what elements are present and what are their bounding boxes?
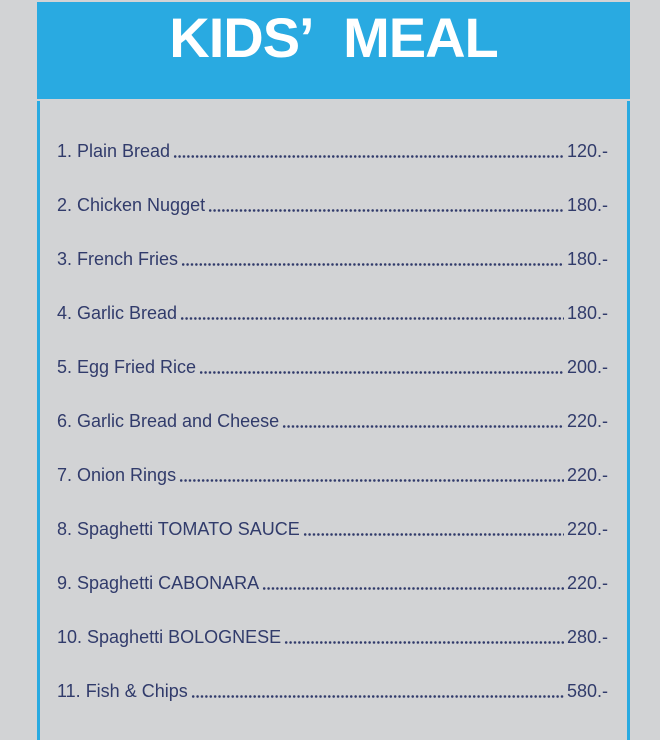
menu-item-name: 6. Garlic Bread and Cheese: [57, 410, 280, 431]
menu-item-row: 1. Plain Bread 120.-: [57, 124, 608, 178]
menu-item-price: 180.-: [566, 302, 608, 323]
dotted-leader: [190, 680, 565, 702]
dotted-leader: [281, 410, 565, 432]
menu-item-name: 4. Garlic Bread: [57, 302, 178, 323]
menu-item-price: 280.-: [566, 626, 608, 647]
menu-item-price: 220.-: [566, 518, 608, 539]
menu-item-price: 180.-: [566, 248, 608, 269]
menu-item-row: 5. Egg Fried Rice 200.-: [57, 340, 608, 394]
dotted-leader: [283, 626, 565, 648]
menu-item-price: 220.-: [566, 410, 608, 431]
dotted-leader: [178, 464, 565, 486]
menu-item-price: 200.-: [566, 356, 608, 377]
menu-item-row: 4. Garlic Bread 180.-: [57, 286, 608, 340]
menu-item-name: 1. Plain Bread: [57, 140, 171, 161]
menu-item-name: 3. French Fries: [57, 248, 179, 269]
menu-item-price: 220.-: [566, 572, 608, 593]
dotted-leader: [261, 572, 565, 594]
menu-item-name: 11. Fish & Chips: [57, 680, 188, 701]
menu-item-name: 7. Onion Rings: [57, 464, 177, 485]
menu-item-row: 2. Chicken Nugget 180.-: [57, 178, 608, 232]
menu-box: 1. Plain Bread 120.- 2. Chicken Nugget 1…: [37, 101, 630, 740]
menu-item-row: 3. French Fries 180.-: [57, 232, 608, 286]
menu-item-row: 8. Spaghetti TOMATO SAUCE 220.-: [57, 502, 608, 556]
menu-item-row: 7. Onion Rings 220.-: [57, 448, 608, 502]
dotted-leader: [179, 302, 565, 324]
dotted-leader: [198, 356, 565, 378]
menu-item-name: 9. Spaghetti CABONARA: [57, 572, 260, 593]
page-title: KIDS’ MEAL: [169, 6, 498, 69]
menu-item-price: 120.-: [566, 140, 608, 161]
menu-item-price: 180.-: [566, 194, 608, 215]
dotted-leader: [172, 140, 565, 162]
menu-item-row: 11. Fish & Chips 580.-: [57, 664, 608, 718]
menu-item-row: 6. Garlic Bread and Cheese 220.-: [57, 394, 608, 448]
menu-header-banner: KIDS’ MEAL: [37, 2, 630, 99]
dotted-leader: [302, 518, 565, 540]
dotted-leader: [207, 194, 565, 216]
menu-item-name: 10. Spaghetti BOLOGNESE: [57, 626, 282, 647]
menu-item-row: 10. Spaghetti BOLOGNESE 280.-: [57, 610, 608, 664]
dotted-leader: [180, 248, 565, 270]
menu-item-name: 5. Egg Fried Rice: [57, 356, 197, 377]
menu-item-row: 9. Spaghetti CABONARA 220.-: [57, 556, 608, 610]
menu-item-price: 580.-: [566, 680, 608, 701]
menu-item-name: 8. Spaghetti TOMATO SAUCE: [57, 518, 300, 539]
menu-list: 1. Plain Bread 120.- 2. Chicken Nugget 1…: [57, 124, 608, 718]
menu-item-price: 220.-: [566, 464, 608, 485]
menu-item-name: 2. Chicken Nugget: [57, 194, 206, 215]
